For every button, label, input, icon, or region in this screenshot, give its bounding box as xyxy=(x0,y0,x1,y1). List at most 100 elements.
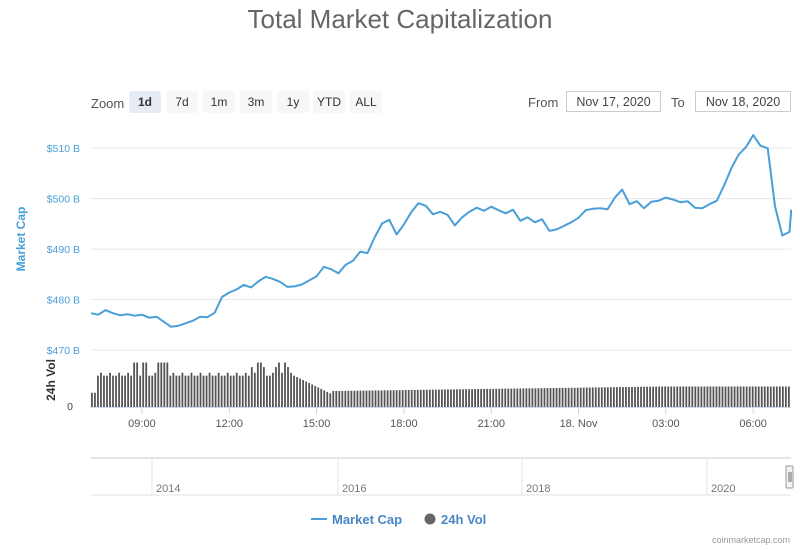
volume-bar xyxy=(404,390,407,407)
volume-bar xyxy=(712,386,715,407)
volume-bar xyxy=(142,362,145,407)
volume-bar xyxy=(742,386,745,407)
volume-bar xyxy=(302,380,305,407)
volume-bar xyxy=(133,362,136,407)
volume-bar xyxy=(407,389,410,407)
volume-bar xyxy=(573,387,576,407)
volume-bar xyxy=(453,389,455,407)
volume-bar xyxy=(91,392,93,407)
volume-bar xyxy=(139,375,142,407)
volume-bar xyxy=(374,390,377,407)
zoom-ytd-button[interactable]: YTD xyxy=(313,91,345,113)
volume-bar xyxy=(537,388,540,407)
volume-bar xyxy=(456,389,458,407)
volume-bar xyxy=(259,362,262,407)
volume-bar xyxy=(576,387,579,407)
grid-lines xyxy=(91,147,791,408)
y-tick-label: $490 B xyxy=(47,244,80,256)
volume-bar xyxy=(676,386,679,407)
volume-bar xyxy=(256,362,259,407)
volume-bar xyxy=(187,375,190,407)
volume-bar xyxy=(299,378,301,407)
volume-bar xyxy=(401,390,404,407)
volume-bar xyxy=(474,389,476,407)
volume-bar xyxy=(652,386,655,407)
volume-bar xyxy=(169,375,172,407)
navigator[interactable]: 2014 2016 2018 2020 xyxy=(91,457,794,496)
volume-bar xyxy=(362,390,365,407)
navigator-year-label: 2014 xyxy=(156,483,180,495)
zoom-1y-button[interactable]: 1y xyxy=(277,91,309,113)
volume-bar xyxy=(323,390,326,407)
volume-bar xyxy=(682,386,685,407)
volume-bar xyxy=(748,386,751,407)
volume-bar xyxy=(543,388,546,407)
volume-bar xyxy=(262,367,265,407)
volume-bar xyxy=(395,390,398,407)
volume-bar xyxy=(290,372,292,407)
volume-bar xyxy=(130,375,133,407)
zoom-3m-button[interactable]: 3m xyxy=(240,91,272,113)
volume-bar xyxy=(413,389,416,407)
volume-bar xyxy=(229,375,232,407)
volume-bar xyxy=(389,390,392,407)
legend-24h-vol-label: 24h Vol xyxy=(441,512,486,527)
volume-bar xyxy=(311,384,314,407)
volume-bar xyxy=(308,382,311,407)
volume-bar xyxy=(597,387,600,407)
x-tick-label: 18. Nov xyxy=(560,418,598,430)
zoom-1m-button[interactable]: 1m xyxy=(203,91,235,113)
volume-bar xyxy=(757,386,760,407)
volume-bar xyxy=(97,375,99,407)
volume-bar xyxy=(724,386,727,407)
zoom-all-button[interactable]: ALL xyxy=(350,91,382,113)
volume-bar xyxy=(314,385,317,407)
volume-bar xyxy=(392,390,395,407)
volume-bar xyxy=(232,375,235,407)
volume-bar xyxy=(778,386,781,407)
volume-bar xyxy=(772,386,775,407)
volume-bar xyxy=(504,388,507,407)
volume-bar xyxy=(145,362,148,407)
volume-bar xyxy=(398,390,401,407)
volume-bar xyxy=(296,377,298,407)
volume-bar xyxy=(763,386,766,407)
volume-bar xyxy=(211,375,214,407)
zoom-7d-button[interactable]: 7d xyxy=(166,91,198,113)
volume-bar xyxy=(199,372,202,407)
volume-bar xyxy=(609,387,612,407)
volume-bar xyxy=(781,386,784,407)
volume-bar xyxy=(643,386,645,407)
volume-bar xyxy=(329,393,332,407)
volume-bar xyxy=(685,386,688,407)
legend-item-24h-vol[interactable]: 24h Vol xyxy=(424,512,487,527)
volume-bar xyxy=(100,372,102,407)
x-tick-label: 03:00 xyxy=(652,418,680,430)
y-tick-label: $510 B xyxy=(47,143,80,155)
volume-bar xyxy=(335,390,338,407)
from-date-input[interactable]: Nov 17, 2020 xyxy=(566,91,661,112)
volume-bar xyxy=(585,387,588,407)
volume-bar xyxy=(492,388,495,407)
volume-bar xyxy=(127,372,130,407)
volume-bar xyxy=(622,387,624,407)
volume-bar xyxy=(715,386,718,407)
volume-bar xyxy=(787,386,790,407)
volume-bar xyxy=(525,388,528,407)
zoom-1d-button[interactable]: 1d xyxy=(129,91,161,113)
volume-bar xyxy=(196,375,199,407)
volume-bar xyxy=(471,389,473,407)
volume-bar xyxy=(356,390,359,407)
legend-item-market-cap[interactable]: Market Cap xyxy=(311,512,402,527)
credits[interactable]: coinmarketcap.com xyxy=(711,535,790,545)
to-date-input[interactable]: Nov 18, 2020 xyxy=(695,91,791,112)
volume-bar xyxy=(380,390,383,407)
volume-bar xyxy=(121,375,123,407)
volume-bar xyxy=(293,375,295,407)
volume-bar xyxy=(646,386,648,407)
volume-bar xyxy=(582,387,585,407)
volume-bar xyxy=(594,387,597,407)
volume-bar xyxy=(377,390,380,407)
volume-bar xyxy=(202,375,205,407)
volume-bar xyxy=(350,390,353,407)
